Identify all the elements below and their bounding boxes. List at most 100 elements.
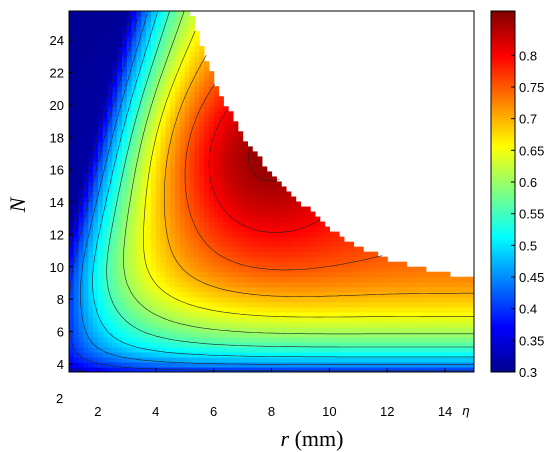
heatmap-cell <box>387 261 393 268</box>
heatmap-cell <box>122 351 128 358</box>
heatmap-cell <box>107 146 113 152</box>
heatmap-cell <box>430 311 437 318</box>
heatmap-cell <box>392 326 398 333</box>
heatmap-cell <box>199 176 205 183</box>
heatmap-cell <box>319 341 326 348</box>
heatmap-cell <box>160 341 167 348</box>
heatmap-cell <box>107 291 113 298</box>
heatmap-cell <box>170 156 176 163</box>
heatmap-cell <box>430 341 437 348</box>
heatmap-cell <box>204 141 210 147</box>
heatmap-cell <box>141 11 147 17</box>
heatmap-cell <box>261 326 268 333</box>
heatmap-cell <box>126 121 133 127</box>
heatmap-cell <box>122 231 128 238</box>
heatmap-cell <box>276 336 282 343</box>
heatmap-cell <box>97 266 104 273</box>
heatmap-cell <box>449 346 456 353</box>
heatmap-cell <box>184 71 191 77</box>
heatmap-cell <box>150 336 157 343</box>
heatmap-cell <box>179 241 186 248</box>
heatmap-cell <box>343 276 350 283</box>
heatmap-cell <box>319 356 326 363</box>
heatmap-cell <box>126 101 133 107</box>
heatmap-cell <box>117 346 123 353</box>
heatmap-cell <box>425 336 432 343</box>
heatmap-cell <box>136 101 142 107</box>
heatmap-cell <box>199 226 205 233</box>
heatmap-cell <box>150 221 157 228</box>
heatmap-cell <box>295 201 302 208</box>
heatmap-cell <box>208 361 215 368</box>
heatmap-cell <box>425 271 432 278</box>
heatmap-cell <box>184 126 191 132</box>
heatmap-cell <box>213 306 220 313</box>
heatmap-cell <box>363 321 369 328</box>
heatmap-cell <box>126 31 133 37</box>
heatmap-cell <box>141 56 147 62</box>
x-tick-label: 4 <box>152 404 159 419</box>
heatmap-cell <box>261 271 268 278</box>
heatmap-cell <box>112 121 118 127</box>
heatmap-cell <box>126 46 133 52</box>
heatmap-cell <box>348 261 355 268</box>
heatmap-cell <box>160 101 167 107</box>
heatmap-cell <box>324 306 330 313</box>
heatmap-cell <box>204 316 210 323</box>
heatmap-cell <box>78 91 85 97</box>
heatmap-cell <box>160 91 167 97</box>
heatmap-cell <box>237 141 244 147</box>
heatmap-cell <box>88 356 94 363</box>
heatmap-cell <box>372 331 379 338</box>
heatmap-cell <box>155 116 162 122</box>
heatmap-cell <box>160 281 167 288</box>
heatmap-cell <box>242 341 248 348</box>
heatmap-cell <box>88 86 94 92</box>
heatmap-cell <box>131 361 138 368</box>
heatmap-cell <box>232 351 239 358</box>
heatmap-cell <box>83 271 89 278</box>
heatmap-cell <box>189 281 195 288</box>
heatmap-cell <box>150 36 157 42</box>
heatmap-cell <box>353 281 359 288</box>
heatmap-cell <box>179 336 186 343</box>
heatmap-cell <box>319 256 326 263</box>
heatmap-cell <box>387 291 393 298</box>
heatmap-cell <box>107 276 113 283</box>
heatmap-cell <box>401 316 408 323</box>
heatmap-cell <box>122 156 128 163</box>
heatmap-cell <box>459 286 465 293</box>
heatmap-cell <box>377 306 383 313</box>
heatmap-cell <box>131 111 138 117</box>
heatmap-cell <box>252 196 258 203</box>
heatmap-cell <box>112 266 118 273</box>
heatmap-cell <box>141 36 147 42</box>
heatmap-cell <box>425 346 432 353</box>
heatmap-cell <box>261 341 268 348</box>
heatmap-cell <box>160 221 167 228</box>
heatmap-cell <box>102 106 109 112</box>
heatmap-cell <box>131 191 138 198</box>
heatmap-cell <box>213 251 220 258</box>
heatmap-cell <box>131 216 138 223</box>
heatmap-cell <box>179 16 186 22</box>
heatmap-cell <box>165 196 171 203</box>
heatmap-cell <box>146 11 152 17</box>
heatmap-cell <box>97 296 104 303</box>
heatmap-cell <box>150 236 157 243</box>
heatmap-cell <box>276 241 282 248</box>
heatmap-cell <box>112 181 118 188</box>
heatmap-cell <box>136 41 142 47</box>
heatmap-cell <box>454 291 461 298</box>
heatmap-cell <box>285 216 292 223</box>
heatmap-cell <box>324 351 330 358</box>
heatmap-cell <box>290 326 297 333</box>
heatmap-cell <box>175 11 181 17</box>
heatmap-cell <box>78 301 85 308</box>
heatmap-cell <box>232 171 239 178</box>
heatmap-cell <box>150 11 157 17</box>
heatmap-cell <box>97 166 104 173</box>
heatmap-cell <box>204 341 210 348</box>
heatmap-cell <box>160 46 167 52</box>
heatmap-cell <box>155 151 162 157</box>
